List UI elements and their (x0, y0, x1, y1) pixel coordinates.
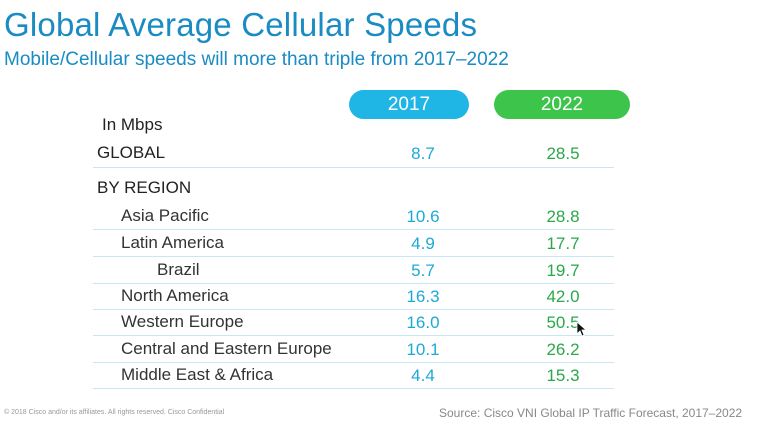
value-2022: 50.5 (546, 313, 580, 332)
source-text: Source: Cisco VNI Global IP Traffic Fore… (439, 406, 743, 420)
row-label: Central and Eastern Europe (121, 339, 332, 358)
value-2017: 4.9 (411, 234, 435, 253)
table-row: Brazil 5.7 19.7 (93, 257, 614, 284)
value-2022: 28.8 (546, 207, 580, 226)
value-2022: 19.7 (546, 261, 580, 280)
table-row: Central and Eastern Europe 10.1 26.2 (93, 336, 614, 363)
value-2017: 10.6 (406, 207, 440, 226)
table-row: Middle East & Africa 4.4 15.3 (93, 362, 614, 389)
unit-label: In Mbps (102, 115, 163, 134)
region-header-row: BY REGION (93, 175, 614, 202)
row-label: North America (121, 286, 229, 305)
value-2017: 16.3 (406, 287, 440, 306)
table-row-global: GLOBAL 8.7 28.5 (93, 140, 614, 168)
column-header-2022: 2022 (494, 90, 630, 119)
value-2022: 15.3 (546, 366, 580, 385)
mouse-cursor-icon (576, 321, 588, 337)
value-2017: 4.4 (411, 366, 435, 385)
value-2017: 10.1 (406, 340, 440, 359)
region-header: BY REGION (97, 178, 192, 197)
row-label: Asia Pacific (121, 206, 209, 225)
table-row: Western Europe 16.0 50.5 (93, 309, 614, 336)
column-header-2017: 2017 (349, 90, 469, 119)
table-row: North America 16.3 42.0 (93, 283, 614, 310)
value-2017: 16.0 (406, 313, 440, 332)
slide-subtitle: Mobile/Cellular speeds will more than tr… (4, 49, 509, 70)
copyright-text: © 2018 Cisco and/or its affiliates. All … (4, 409, 225, 416)
value-2022: 28.5 (546, 144, 580, 163)
value-2017: 5.7 (411, 261, 435, 280)
row-label: Brazil (157, 260, 200, 279)
value-2022: 42.0 (546, 287, 580, 306)
value-2017: 8.7 (411, 144, 435, 163)
table-row: Latin America 4.9 17.7 (93, 230, 614, 257)
row-label: Western Europe (121, 312, 244, 331)
row-label: GLOBAL (97, 143, 166, 162)
slide-title: Global Average Cellular Speeds (4, 6, 478, 43)
value-2022: 17.7 (546, 234, 580, 253)
value-2022: 26.2 (546, 340, 580, 359)
table-row: Asia Pacific 10.6 28.8 (93, 203, 614, 230)
row-label: Middle East & Africa (121, 365, 274, 384)
row-label: Latin America (121, 233, 224, 252)
